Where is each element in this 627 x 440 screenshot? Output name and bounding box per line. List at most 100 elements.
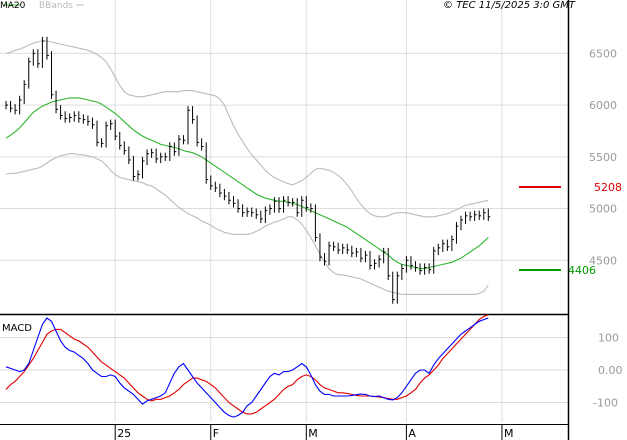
price-bar [346,243,350,255]
x-axis-label: 25 [117,427,131,440]
price-bar [283,196,286,213]
resistance-level-label: 5208 [594,181,622,194]
price-bar [465,211,468,225]
price-bar [246,207,250,217]
macd-tick-label: 0.00 [598,364,623,377]
price-bar [55,90,59,114]
price-bar [160,152,163,164]
price-bar [360,247,363,263]
price-bar [355,247,359,258]
price-bar [28,57,31,89]
price-bar [37,49,40,68]
price-bar [460,215,463,231]
price-bar [101,138,104,148]
price-bar [424,263,427,275]
price-bar [260,210,263,224]
price-tick-label: 5000 [589,203,617,216]
price-bar [178,135,181,156]
price-bar [410,256,413,270]
price-bar [287,196,291,207]
price-bar [78,111,81,123]
price-bar [82,114,86,124]
price-bar [192,106,195,124]
bbands-layer [5,40,489,295]
price-bar [5,100,8,110]
price-bar [182,135,186,145]
price-bar [187,106,190,145]
price-bar [23,80,27,105]
price-bar [41,36,45,68]
price-bar [19,95,22,115]
price-bar [155,148,159,164]
macd-tick-label: 100 [598,332,619,345]
price-bar [132,155,136,181]
price-bar [292,198,295,207]
price-bar [478,210,482,220]
price-bar [201,138,204,151]
price-bar [196,115,200,147]
macd-lines-layer [5,314,489,418]
x-axis-label: M [308,427,318,440]
macd-tick-label: -100 [593,397,618,410]
price-bar [10,100,13,113]
price-bar [273,197,277,213]
price-bar [474,210,477,221]
price-bar [251,207,254,217]
price-bar [387,247,391,280]
price-bar [333,241,336,251]
price-bar [483,208,486,220]
price-bar [46,36,49,60]
price-tick-label: 6000 [589,99,617,112]
price-y-axis: 4500 5000 5500 6000 6500 [589,47,617,267]
price-bar [223,188,227,201]
price-bar [237,199,241,213]
price-bar [51,51,54,99]
price-bar [419,263,423,275]
ma20-layer [5,97,489,270]
price-bar [369,250,372,270]
price-bar [105,121,109,148]
support-level-label: 4406 [568,264,596,277]
x-axis: 25 F M A M [114,424,513,440]
price-bar [64,111,68,123]
x-axis-label: A [408,427,416,440]
price-bar [128,146,131,165]
price-bar [32,49,36,66]
macd-grid [0,318,568,422]
price-bar [60,105,63,120]
price-bar [405,256,409,273]
price-bars-layer [5,36,491,304]
price-bar [455,222,459,244]
price-bar [119,132,122,150]
price-bar [433,246,436,274]
price-bar [87,115,90,126]
price-bar [451,235,454,251]
price-grid [0,0,568,312]
price-bar [173,142,177,156]
price-bar [214,181,218,192]
price-bar [205,142,209,184]
price-bar [210,175,213,190]
header: MA20 BBands © TEC 11/5/2025 3:0 GMT [0,0,576,11]
macd-line [5,317,489,418]
price-bar [328,241,332,266]
price-panel: 5208 4406 4500 5000 5500 6000 6500 [0,0,622,312]
signal-line [5,314,489,415]
price-bar [401,264,404,280]
macd-panel: -100 0.00 100 MACD [0,314,623,422]
price-bar [415,261,418,272]
price-bar [383,247,386,264]
price-bar [242,204,245,217]
price-bar [319,233,322,262]
price-bar [442,239,445,252]
price-bar [310,203,313,213]
bbands-lower-line [5,153,489,295]
ma20-legend-label: MA20 [0,1,26,11]
price-bar [169,142,172,161]
price-bar [146,149,150,166]
price-tick-label: 5500 [589,151,617,164]
price-bar [364,250,368,263]
price-bar [337,242,341,255]
price-bar [14,104,18,115]
